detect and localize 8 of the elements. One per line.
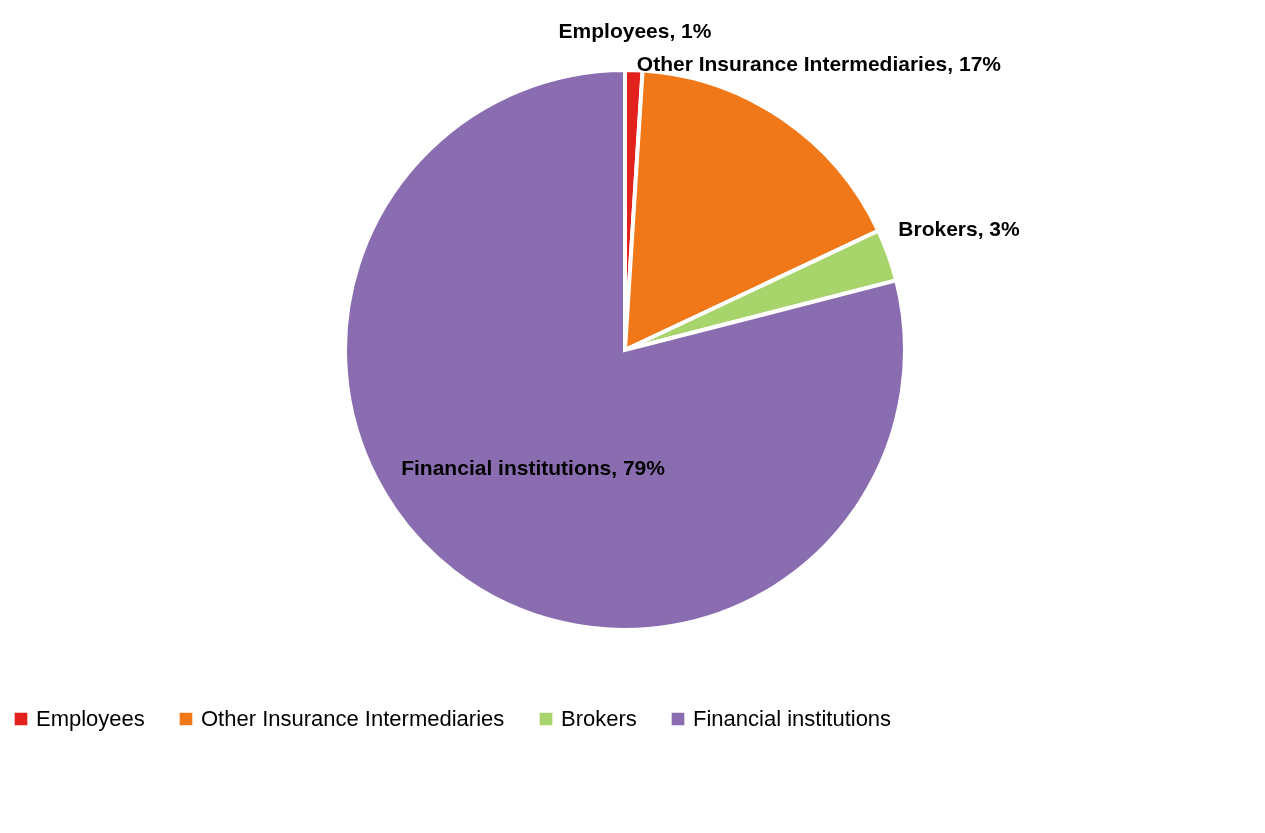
data-label: Other Insurance Intermediaries, 17%: [636, 51, 1002, 75]
legend-label: Financial institutions: [693, 706, 892, 731]
legend-label: Employees: [36, 706, 145, 731]
legend-label: Brokers: [561, 706, 637, 731]
data-label: Employees, 1%: [558, 19, 712, 43]
data-label: Financial institutions, 79%: [401, 455, 666, 479]
data-label: Brokers, 3%: [898, 216, 1021, 240]
legend-label: Other Insurance Intermediaries: [201, 706, 505, 731]
